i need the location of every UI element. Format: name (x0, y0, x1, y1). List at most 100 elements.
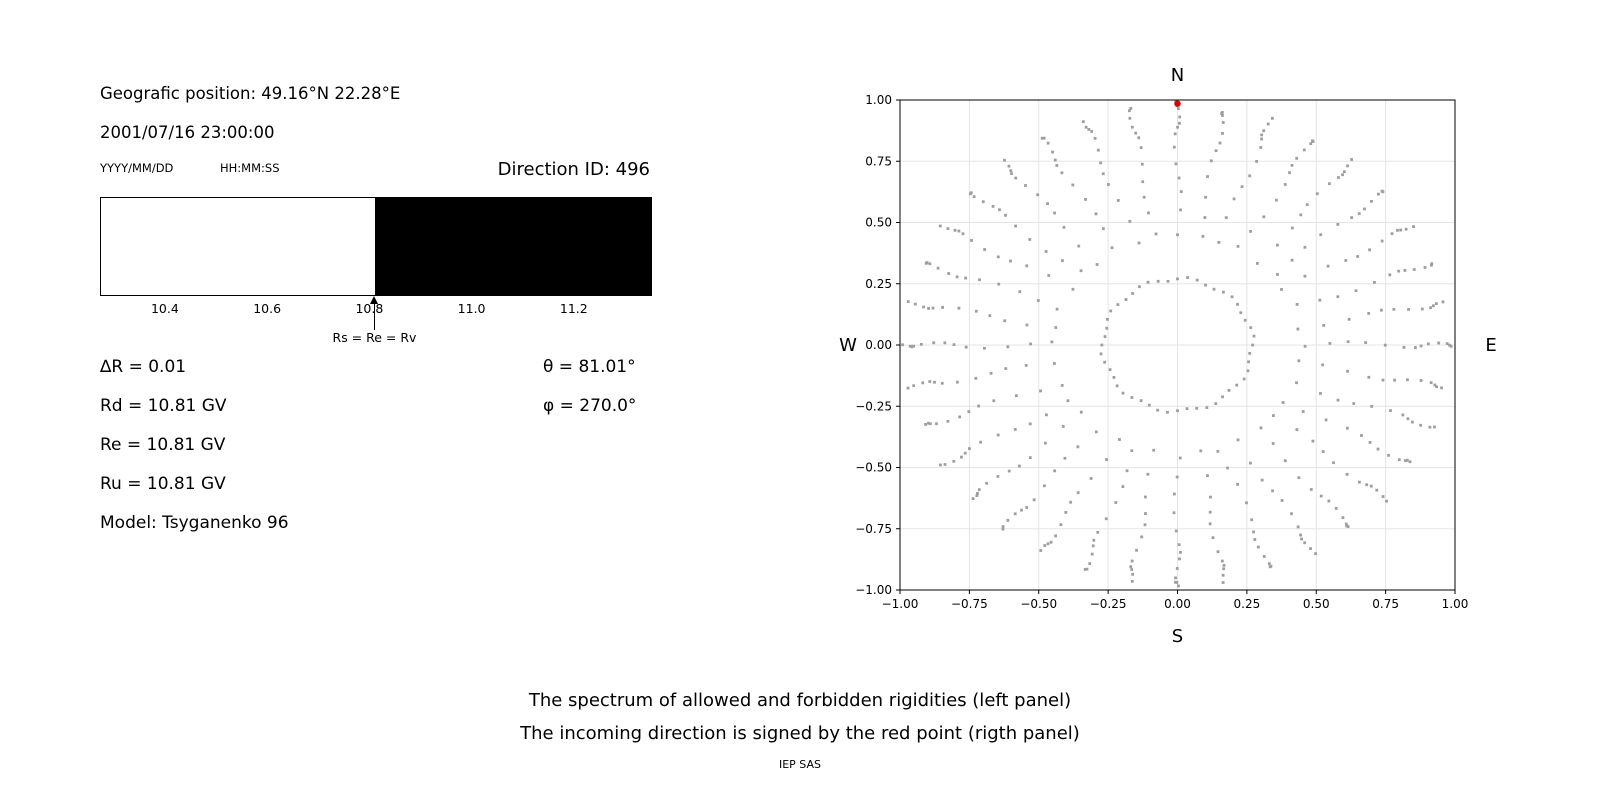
asymptotic-direction-dot (1222, 567, 1226, 571)
asymptotic-direction-dot (1271, 442, 1275, 445)
asymptotic-direction-dot (1173, 132, 1177, 136)
asymptotic-direction-dot (1139, 399, 1143, 403)
asymptotic-direction-dot (989, 371, 993, 375)
asymptotic-direction-dot (1437, 341, 1441, 345)
asymptotic-direction-dot (1039, 549, 1043, 552)
direction-plot: −1.00−1.00 −0.75 −0.75 −0.50 −0.50 −0.25 −0.25… (839, 65, 1497, 647)
asymptotic-direction-dot (1407, 308, 1410, 311)
asymptotic-direction-dot (1399, 228, 1403, 232)
asymptotic-direction-dot (1134, 131, 1138, 135)
asymptotic-direction-dot (1336, 222, 1340, 226)
asymptotic-direction-dot (1381, 378, 1385, 382)
asymptotic-direction-dot (1142, 195, 1146, 199)
asymptotic-direction-dot (977, 488, 981, 492)
asymptotic-direction-dot (1061, 425, 1065, 428)
asymptotic-direction-dot (1093, 136, 1097, 140)
asymptotic-direction-dot (1049, 540, 1053, 544)
asymptotic-direction-dot (1375, 488, 1379, 492)
asymptotic-direction-dot (1449, 344, 1453, 348)
asymptotic-direction-dot (1413, 346, 1417, 349)
asymptotic-direction-dot (1175, 580, 1179, 584)
asymptotic-direction-dot (1146, 280, 1150, 284)
asymptotic-direction-dot (970, 239, 973, 242)
asymptotic-direction-dot (1116, 199, 1120, 202)
asymptotic-direction-dot (1053, 469, 1057, 473)
asymptotic-direction-dot (1218, 141, 1222, 145)
asymptotic-direction-dot (1115, 384, 1119, 388)
asymptotic-direction-dot (1178, 121, 1181, 125)
asymptotic-direction-dot (1405, 458, 1409, 462)
asymptotic-direction-dot (1204, 195, 1208, 199)
asymptotic-direction-dot (1079, 269, 1083, 273)
asymptotic-direction-dot (947, 272, 951, 275)
x-tick-label: −0.50 (1020, 597, 1057, 611)
asymptotic-direction-dot (1247, 360, 1250, 364)
asymptotic-direction-dot (1036, 299, 1040, 302)
asymptotic-direction-dot (1090, 130, 1094, 133)
asymptotic-direction-dot (1245, 501, 1248, 505)
asymptotic-direction-dot (1381, 495, 1385, 498)
asymptotic-direction-dot (1028, 422, 1032, 426)
asymptotic-direction-dot (1346, 426, 1349, 430)
y-tick-label: −0.75 (855, 522, 892, 536)
asymptotic-direction-dot (1236, 244, 1240, 248)
param-phi: φ = 270.0° (543, 396, 637, 416)
param-re: Re = 10.81 GV (100, 435, 226, 455)
asymptotic-direction-dot (1178, 456, 1182, 460)
captions: The spectrum of allowed and forbidden ri… (30, 684, 1570, 771)
asymptotic-direction-dot (1125, 469, 1129, 473)
asymptotic-direction-dot (1204, 283, 1207, 287)
asymptotic-direction-dot (1221, 395, 1224, 399)
asymptotic-direction-dot (1042, 484, 1046, 488)
asymptotic-direction-dot (1025, 264, 1029, 268)
asymptotic-direction-dot (1103, 335, 1107, 338)
asymptotic-direction-dot (1124, 298, 1128, 301)
asymptotic-direction-dot (1095, 263, 1099, 266)
asymptotic-direction-dot (1403, 268, 1407, 272)
asymptotic-direction-dot (1052, 362, 1056, 365)
asymptotic-direction-dot (1402, 345, 1406, 349)
asymptotic-direction-dot (1250, 518, 1254, 522)
asymptotic-direction-dot (1003, 319, 1007, 323)
asymptotic-direction-dot (1178, 115, 1182, 119)
asymptotic-direction-dot (1177, 584, 1180, 588)
asymptotic-direction-dot (1004, 213, 1007, 217)
asymptotic-direction-dot (1271, 489, 1274, 493)
asymptotic-direction-dot (1275, 198, 1278, 202)
asymptotic-direction-dot (1137, 136, 1141, 140)
asymptotic-direction-dot (1121, 391, 1125, 395)
asymptotic-direction-dot (1230, 295, 1234, 299)
asymptotic-direction-dot (1104, 517, 1108, 521)
asymptotic-direction-dot (1236, 302, 1239, 306)
asymptotic-direction-dot (1179, 550, 1182, 554)
asymptotic-direction-dot (1383, 343, 1387, 347)
asymptotic-direction-dot (1172, 492, 1176, 496)
param-model: Model: Tsyganenko 96 (100, 513, 289, 533)
asymptotic-direction-dot (946, 419, 950, 423)
asymptotic-direction-dot (1404, 227, 1408, 231)
asymptotic-direction-dot (1025, 506, 1029, 509)
asymptotic-direction-dot (1297, 359, 1301, 363)
asymptotic-direction-dot (964, 276, 968, 280)
asymptotic-direction-dot (1140, 535, 1144, 539)
asymptotic-direction-dot (1047, 274, 1051, 277)
asymptotic-direction-dot (1283, 459, 1287, 463)
asymptotic-direction-dot (1296, 327, 1300, 331)
asymptotic-direction-dot (1303, 344, 1307, 348)
asymptotic-direction-dot (1336, 398, 1340, 402)
asymptotic-direction-dot (958, 415, 962, 419)
asymptotic-direction-dot (1209, 159, 1213, 163)
asymptotic-direction-dot (1350, 158, 1354, 161)
y-tick-label: 0.75 (865, 154, 892, 168)
asymptotic-direction-dot (1050, 340, 1054, 344)
asymptotic-direction-dot (1042, 136, 1046, 140)
asymptotic-direction-dot (1130, 125, 1134, 129)
asymptotic-direction-dot (938, 224, 942, 228)
asymptotic-direction-dot (1248, 174, 1252, 178)
asymptotic-direction-dot (1268, 565, 1272, 569)
asymptotic-direction-dot (1392, 307, 1396, 311)
asymptotic-direction-dot (1146, 472, 1150, 476)
asymptotic-direction-dot (1130, 396, 1134, 399)
asymptotic-direction-dot (1220, 110, 1224, 114)
asymptotic-direction-dot (975, 494, 979, 498)
